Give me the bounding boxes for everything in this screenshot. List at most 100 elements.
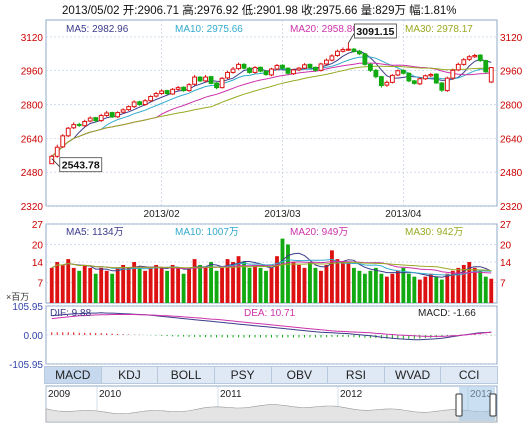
volume-bar (280, 238, 285, 303)
tab-rsi[interactable]: RSI (328, 367, 385, 383)
candle-body (411, 80, 417, 84)
volume-bar (137, 267, 142, 303)
tab-wvad[interactable]: WVAD (385, 367, 442, 383)
volume-bar (264, 270, 268, 303)
candle-body (455, 63, 461, 71)
volume-ytick-right: 14 (500, 258, 512, 269)
volume-bar (93, 273, 98, 303)
candle-body (450, 69, 456, 79)
macd-legend-0: DIF: 9.88 (50, 308, 92, 319)
candle-body (208, 76, 214, 84)
volume-bar (132, 262, 137, 303)
volume-bar (247, 267, 252, 303)
candle-body (291, 69, 296, 75)
volume-ytick-left: 7 (37, 279, 43, 290)
volume-bar (439, 279, 444, 303)
volume-bar (428, 273, 433, 303)
price-ytick-left: 2960 (21, 67, 44, 78)
overview-xtick: 2011 (220, 389, 242, 400)
volume-bar (346, 262, 351, 303)
volume-bar (384, 276, 389, 303)
price-legend-3: MA30: 2978.17 (405, 24, 473, 35)
volume-bar (231, 262, 235, 303)
candle-body (93, 117, 99, 122)
candle-body (258, 66, 263, 72)
volume-bar (176, 267, 181, 303)
price-ytick-right: 2800 (500, 101, 523, 112)
candle-body (461, 59, 467, 65)
tab-macd[interactable]: MACD (45, 367, 102, 383)
volume-bar (192, 259, 197, 303)
tab-obv[interactable]: OBV (272, 367, 329, 383)
candle-body (313, 66, 318, 71)
macd-ytick: 0.00 (24, 331, 44, 342)
volume-bar (159, 267, 164, 303)
price-ytick-right: 2960 (500, 67, 523, 78)
candle-body (197, 76, 203, 82)
candle-body (225, 71, 230, 79)
candle-body (148, 96, 154, 102)
volume-legend-2: MA20: 949万 (290, 227, 348, 238)
candle-body (115, 112, 121, 118)
volume-bar (269, 267, 274, 303)
volume-bar (148, 267, 153, 303)
price-ytick-left: 2640 (21, 134, 44, 145)
volume-legend-1: MA10: 1007万 (175, 227, 239, 238)
annotation-leader (51, 158, 61, 167)
candle-body (247, 67, 252, 73)
candle-body (219, 77, 225, 89)
volume-bar (115, 267, 120, 303)
overview-selection (459, 387, 495, 421)
price-ytick-right: 2320 (500, 202, 523, 213)
candle-body (65, 127, 71, 137)
tab-boll[interactable]: BOLL (158, 367, 215, 383)
indicator-tabs: MACD KDJ BOLL PSY OBV RSI WVAD CCI (44, 366, 498, 384)
volume-bar (351, 267, 356, 303)
overview-xtick: 2010 (99, 389, 122, 400)
volume-bar (472, 267, 477, 303)
candle-body (422, 75, 428, 80)
candle-body (181, 86, 187, 92)
volume-bar (483, 276, 488, 303)
volume-bar (357, 270, 362, 303)
volume-ytick-right: 20 (500, 240, 512, 251)
volume-bar (104, 270, 109, 303)
volume-bar (198, 264, 203, 303)
candle-body (269, 68, 274, 76)
candle-body (192, 76, 198, 85)
candle-body (120, 109, 126, 113)
candle-body (302, 64, 307, 69)
overview-handle-left (455, 393, 463, 417)
candle-body (477, 54, 483, 62)
volume-bar (302, 267, 307, 303)
volume-bar (308, 262, 312, 303)
volume-bar (478, 270, 483, 303)
candle-body (362, 53, 368, 65)
price-panel (45, 19, 498, 207)
candle-body (329, 55, 335, 61)
price-ytick-left: 2320 (21, 202, 44, 213)
candle-body (324, 59, 329, 65)
tab-psy[interactable]: PSY (215, 367, 272, 383)
price-legend-1: MA10: 2975.66 (175, 24, 243, 35)
price-ytick-right: 3120 (500, 33, 523, 44)
price-ytick-right: 2640 (500, 134, 523, 145)
candle-body (472, 55, 478, 58)
candle-body (71, 124, 77, 129)
candle-body (98, 115, 104, 122)
volume-bar (275, 256, 279, 303)
volume-bar (412, 276, 417, 303)
volume-ylabel: ×百万 (6, 292, 29, 302)
overview-xtick: 2012 (340, 389, 363, 400)
price-ytick-left: 2800 (21, 101, 44, 112)
candle-body (76, 123, 82, 126)
tab-cci[interactable]: CCI (458, 368, 480, 382)
volume-bar (88, 267, 93, 303)
volume-bar (286, 244, 290, 303)
tab-kdj[interactable]: KDJ (102, 367, 159, 383)
candle-body (417, 78, 423, 85)
price-ytick-right: 2480 (500, 168, 523, 179)
volume-bar (450, 270, 455, 303)
volume-ytick-right: 7 (500, 279, 506, 290)
candle-body (252, 67, 258, 73)
